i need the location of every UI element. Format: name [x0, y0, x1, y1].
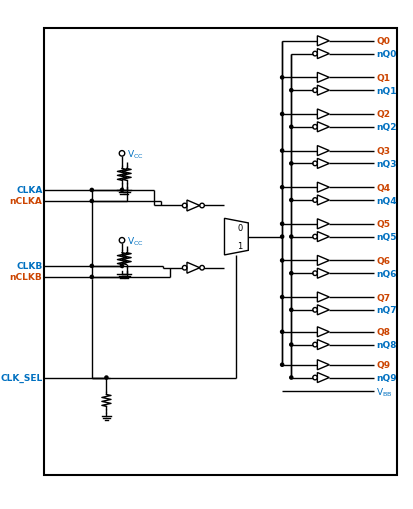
Text: nCLKA: nCLKA [9, 197, 43, 206]
Text: Q4: Q4 [376, 183, 391, 192]
Text: $\mathrm{V_{CC}}$: $\mathrm{V_{CC}}$ [126, 148, 143, 160]
Text: nQ0: nQ0 [376, 50, 397, 59]
Circle shape [280, 363, 285, 367]
Circle shape [289, 89, 294, 93]
Text: nQ5: nQ5 [376, 233, 397, 242]
Text: nQ4: nQ4 [376, 196, 397, 205]
Text: CLK_SEL: CLK_SEL [0, 373, 43, 382]
Text: 0: 0 [237, 223, 243, 233]
Circle shape [120, 188, 124, 193]
Circle shape [280, 222, 285, 227]
Text: nQ2: nQ2 [376, 123, 397, 132]
Circle shape [289, 125, 294, 130]
Text: Q6: Q6 [376, 257, 390, 265]
Text: CLKB: CLKB [16, 262, 43, 271]
Circle shape [280, 295, 285, 300]
Text: Q5: Q5 [376, 220, 390, 229]
Text: nQ7: nQ7 [376, 306, 397, 315]
Text: $\mathrm{V_{BB}}$: $\mathrm{V_{BB}}$ [376, 385, 393, 398]
Text: CLKA: CLKA [16, 186, 43, 195]
Circle shape [280, 76, 285, 80]
Text: nCLKB: nCLKB [9, 273, 43, 282]
Text: nQ6: nQ6 [376, 269, 397, 278]
Circle shape [120, 264, 124, 269]
Circle shape [280, 330, 285, 334]
Text: Q9: Q9 [376, 360, 391, 370]
Text: 1: 1 [237, 242, 243, 251]
Circle shape [289, 235, 294, 239]
Text: nQ8: nQ8 [376, 341, 397, 349]
Circle shape [90, 199, 94, 204]
Circle shape [280, 235, 285, 239]
Circle shape [289, 343, 294, 347]
Text: Q1: Q1 [376, 74, 390, 83]
Circle shape [289, 376, 294, 380]
Circle shape [289, 162, 294, 166]
Circle shape [289, 271, 294, 276]
Text: nQ1: nQ1 [376, 87, 397, 96]
Text: Q8: Q8 [376, 328, 390, 336]
Circle shape [289, 308, 294, 313]
Text: Q3: Q3 [376, 147, 390, 156]
Circle shape [289, 199, 294, 203]
Text: nQ3: nQ3 [376, 160, 397, 168]
Text: Q0: Q0 [376, 37, 390, 46]
Circle shape [90, 264, 94, 269]
Text: Q2: Q2 [376, 110, 390, 119]
Circle shape [104, 376, 109, 380]
Circle shape [280, 112, 285, 117]
Circle shape [280, 259, 285, 263]
Text: nQ9: nQ9 [376, 373, 397, 382]
Text: $\mathrm{V_{CC}}$: $\mathrm{V_{CC}}$ [126, 235, 143, 247]
Circle shape [280, 186, 285, 190]
Circle shape [90, 275, 94, 279]
Circle shape [280, 149, 285, 154]
Text: Q7: Q7 [376, 293, 391, 302]
Circle shape [90, 188, 94, 193]
